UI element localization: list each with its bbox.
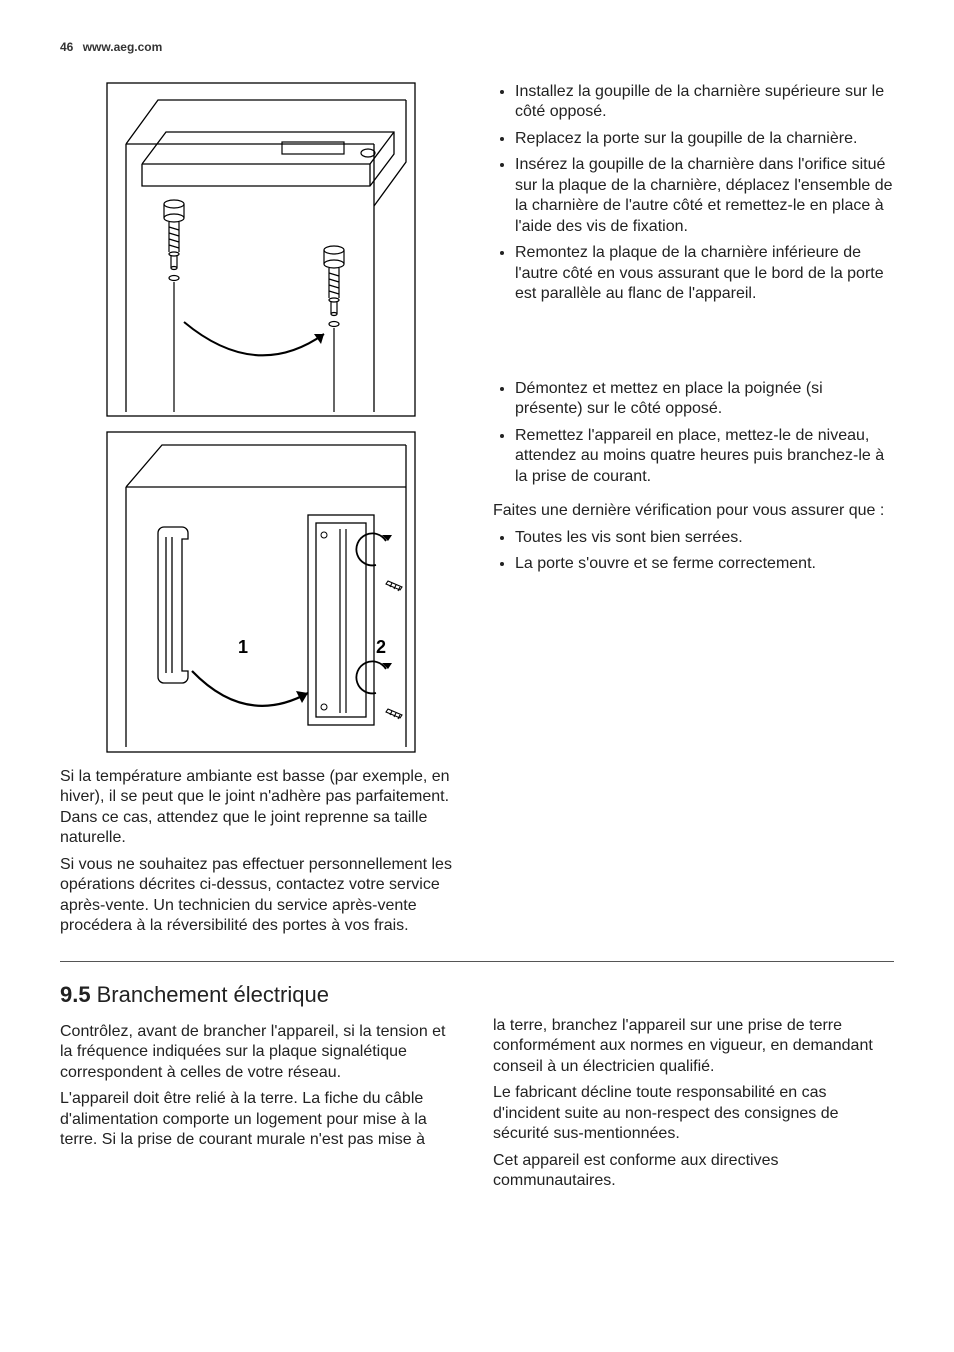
section-9-5-right: la terre, branchez l'appareil sur une pr… bbox=[493, 974, 894, 1198]
step-item: Replacez la porte sur la goupille de la … bbox=[515, 129, 894, 149]
gasket-note-2: Si vous ne souhaitez pas effectuer perso… bbox=[60, 855, 461, 937]
page: 46 www.aeg.com bbox=[0, 0, 954, 1352]
step-item: Démontez et mettez en place la poignée (… bbox=[515, 379, 894, 420]
figure-hinge-pins bbox=[60, 82, 461, 417]
sec95-left-para2: L'appareil doit être relié à la terre. L… bbox=[60, 1089, 461, 1150]
steps-group-1: Installez la goupille de la charnière su… bbox=[493, 82, 894, 305]
site-url: www.aeg.com bbox=[83, 40, 163, 54]
step-item: Remontez la plaque de la charnière infér… bbox=[515, 243, 894, 304]
sec95-right-para1: la terre, branchez l'appareil sur une pr… bbox=[493, 1016, 894, 1077]
section-number: 9.5 bbox=[60, 982, 91, 1007]
step-item: Remettez l'appareil en place, mettez-le … bbox=[515, 426, 894, 487]
page-header: 46 www.aeg.com bbox=[60, 40, 894, 54]
section-9-5-left: 9.5Branchement électrique Contrôlez, ava… bbox=[60, 974, 461, 1198]
section-9-5-columns: 9.5Branchement électrique Contrôlez, ava… bbox=[60, 974, 894, 1198]
gasket-note-1: Si la température ambiante est basse (pa… bbox=[60, 767, 461, 849]
left-column: 1 2 Si la température ambiante est basse… bbox=[60, 82, 461, 943]
page-number: 46 bbox=[60, 40, 73, 54]
final-check-intro: Faites une dernière vérification pour vo… bbox=[493, 501, 894, 521]
hinge-pins-diagram-icon bbox=[106, 82, 416, 417]
section-heading: 9.5Branchement électrique bbox=[60, 982, 461, 1008]
figure2-label-1: 1 bbox=[238, 637, 248, 657]
sec95-right-para2: Le fabricant décline toute responsabilit… bbox=[493, 1083, 894, 1144]
steps-group-2: Démontez et mettez en place la poignée (… bbox=[493, 379, 894, 487]
final-check-list: Toutes les vis sont bien serrées. La por… bbox=[493, 528, 894, 575]
sec95-right-para3: Cet appareil est conforme aux directives… bbox=[493, 1151, 894, 1192]
step-item: Installez la goupille de la charnière su… bbox=[515, 82, 894, 123]
upper-columns: 1 2 Si la température ambiante est basse… bbox=[60, 82, 894, 943]
section-title: Branchement électrique bbox=[97, 982, 329, 1007]
right-column: Installez la goupille de la charnière su… bbox=[493, 82, 894, 943]
step-item: Insérez la goupille de la charnière dans… bbox=[515, 155, 894, 237]
section-divider bbox=[60, 961, 894, 962]
check-item: Toutes les vis sont bien serrées. bbox=[515, 528, 894, 548]
figure-handle-swap: 1 2 bbox=[60, 431, 461, 753]
sec95-left-para1: Contrôlez, avant de brancher l'appareil,… bbox=[60, 1022, 461, 1083]
handle-diagram-icon: 1 2 bbox=[106, 431, 416, 753]
figure2-label-2: 2 bbox=[376, 637, 386, 657]
check-item: La porte s'ouvre et se ferme correctemen… bbox=[515, 554, 894, 574]
